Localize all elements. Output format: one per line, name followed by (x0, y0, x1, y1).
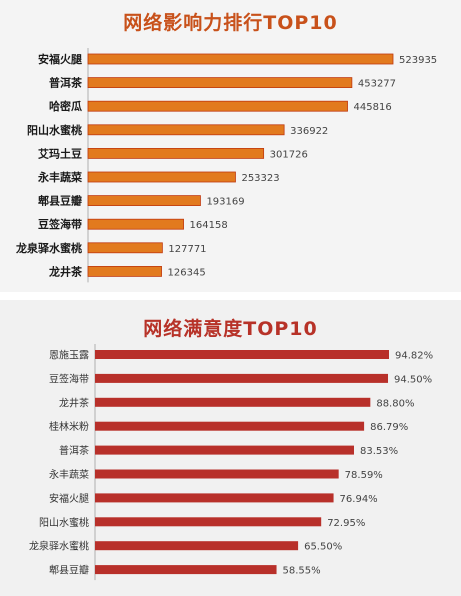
bar (95, 493, 334, 503)
bar (95, 421, 365, 431)
value-label: 78.59% (345, 470, 383, 481)
category-label: 桂林米粉 (49, 420, 89, 433)
category-label: 郫县豆瓣 (49, 564, 89, 577)
influence-panel: 网络影响力排行TOP10 (0, 0, 461, 292)
value-label: 453277 (358, 79, 396, 90)
category-label: 永丰蔬菜 (37, 170, 83, 184)
category-label: 阳山水蜜桃 (39, 516, 89, 529)
bar (87, 242, 163, 254)
bar (95, 541, 299, 551)
bar (95, 445, 354, 455)
bar (87, 124, 285, 136)
value-label: 72.95% (327, 518, 365, 529)
bar (87, 148, 265, 159)
category-label: 豆签海带 (38, 217, 82, 231)
value-label: 94.82% (395, 351, 433, 362)
bar (95, 565, 277, 575)
satisfaction-chart-title: 网络满意度TOP10 (143, 318, 318, 340)
category-label: 哈密瓜 (49, 99, 82, 113)
bar (95, 397, 371, 407)
category-label: 安福火腿 (38, 52, 83, 66)
value-label: 445816 (354, 102, 392, 113)
value-label: 253323 (241, 173, 279, 184)
value-label: 126345 (168, 267, 206, 278)
satisfaction-bar-chart: 恩施玉露 94.82% 豆签海带 94.50% 龙井茶 88.80% 桂林米粉 86.79% 普… (29, 344, 433, 581)
category-label: 艾玛土豆 (38, 146, 82, 160)
value-label: 86.79% (370, 422, 408, 433)
bar (95, 517, 322, 527)
bar (87, 195, 201, 207)
value-label: 164158 (190, 220, 228, 231)
category-label: 龙井茶 (59, 396, 89, 409)
category-label: 恩施玉露 (49, 349, 89, 362)
bar (87, 53, 394, 65)
value-label: 88.80% (376, 398, 414, 409)
category-label: 龙井茶 (48, 264, 83, 278)
value-label: 523935 (399, 55, 437, 66)
category-label: 龙泉驿水蜜桃 (15, 241, 82, 255)
category-label: 普洱茶 (49, 76, 83, 90)
value-label: 94.50% (394, 374, 432, 385)
value-label: 76.94% (340, 494, 378, 505)
influence-bar-chart: 安福火腿 523935 普洱茶 453277 哈密瓜 445816 阳山水蜜桃 336922 艾… (15, 48, 437, 283)
influence-chart-title: 网络影响力排行TOP10 (123, 12, 338, 34)
category-label: 安福火腿 (49, 492, 89, 505)
bar (87, 100, 348, 112)
bar (87, 77, 353, 88)
category-label: 阳山水蜜桃 (27, 123, 82, 137)
bar (87, 171, 236, 183)
category-label: 永丰蔬菜 (49, 468, 89, 481)
value-label: 336922 (290, 126, 328, 137)
value-label: 83.53% (360, 446, 398, 457)
value-label: 193169 (206, 197, 244, 208)
bar (87, 218, 184, 230)
value-label: 127771 (168, 244, 206, 255)
bar (95, 469, 339, 479)
category-label: 龙泉驿水蜜桃 (29, 540, 89, 553)
value-label: 58.55% (283, 566, 321, 577)
value-label: 65.50% (304, 542, 342, 553)
bar (95, 350, 389, 359)
category-label: 豆签海带 (49, 372, 89, 385)
bar (87, 265, 162, 277)
value-label: 301726 (270, 149, 308, 160)
category-label: 普洱茶 (59, 444, 89, 457)
bar (95, 373, 389, 383)
category-label: 郫县豆瓣 (38, 194, 82, 208)
